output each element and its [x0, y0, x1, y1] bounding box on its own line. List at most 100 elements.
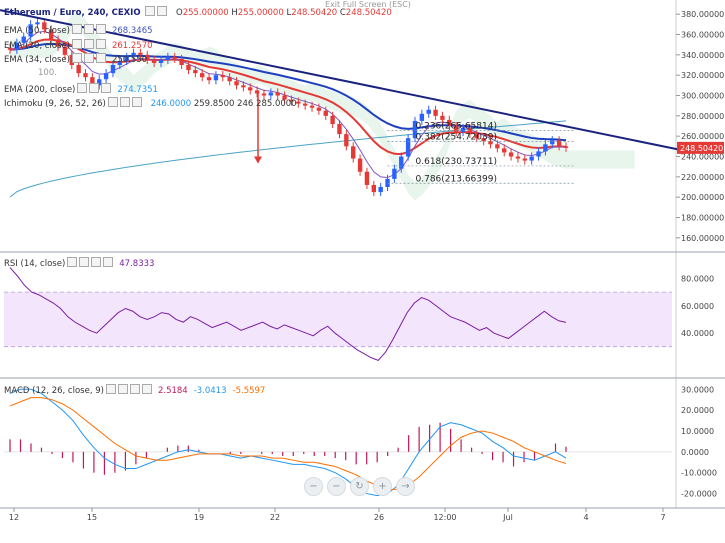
settings-icon[interactable] — [145, 6, 156, 16]
candle-body — [289, 99, 294, 102]
price-tick-label: 260.00000 — [681, 132, 724, 141]
macd-tick-label: 20.0000 — [681, 406, 714, 415]
legend-ema34[interactable]: EMA (34, close) 250.550 — [4, 53, 147, 65]
candle-body — [529, 156, 534, 161]
price-tick-label: 200.00000 — [681, 193, 724, 202]
ema200-value: 274.7351 — [117, 85, 158, 95]
candle-body — [227, 77, 232, 82]
candle-body — [62, 46, 68, 55]
candle-body — [536, 151, 541, 157]
price-tick-label: 360.00000 — [681, 31, 724, 40]
candle-body — [131, 52, 136, 57]
scroll-left-button[interactable]: − — [327, 477, 346, 496]
candle-body — [309, 105, 315, 108]
candle-body — [419, 113, 425, 121]
candle-body — [138, 52, 143, 55]
candle-body — [515, 156, 521, 159]
legend-ema50[interactable]: EMA (50, close) 268.3465 — [4, 24, 153, 36]
candle-body — [351, 146, 356, 159]
candle-body — [261, 93, 267, 96]
candle-body — [296, 101, 301, 104]
candle-body — [172, 56, 177, 59]
price-tick-label: 300.00000 — [681, 92, 724, 101]
rsi-tick-label: 40.0000 — [681, 329, 714, 338]
macd-line — [9, 388, 567, 497]
rsi-tick-label: 60.0000 — [681, 302, 714, 311]
time-axis[interactable]: 12 15 19 22 26 12:00 Jul 4 7 — [9, 508, 666, 522]
legend-macd[interactable]: MACD (12, 26, close, 9) 2.5184 -3.0413 -5.5… — [4, 384, 265, 396]
candle-body — [302, 103, 308, 106]
time-tick-label: 7 — [660, 513, 665, 522]
candle-body — [495, 144, 500, 149]
candle-body — [467, 128, 473, 135]
exit-fullscreen-link[interactable]: Exit Full Screen (ESC) — [325, 0, 411, 9]
legend-rsi[interactable]: RSI (14, close) 47.8333 — [4, 257, 154, 269]
macd-tick-label: -20.0000 — [681, 490, 717, 499]
price-tick-label: 320.00000 — [681, 71, 724, 80]
ema50-value: 268.3465 — [111, 26, 153, 36]
candle-body — [206, 77, 212, 81]
price-tick-label: 340.00000 — [681, 51, 724, 60]
rsi-pane[interactable]: 80.0000 60.0000 40.0000 — [4, 267, 714, 361]
tenkan-line — [9, 30, 567, 179]
time-tick-label: 4 — [583, 513, 588, 522]
zoom-in-button[interactable]: + — [373, 477, 392, 496]
legend-ema20[interactable]: EMA (20, close) 261.2570 — [4, 39, 153, 51]
legend-ema200[interactable]: EMA (200, close) 274.7351 — [4, 83, 158, 95]
open-label: O — [175, 8, 183, 18]
macd-tick-label: 0.0000 — [681, 448, 709, 457]
candle-body — [474, 134, 479, 139]
candle-body — [364, 171, 370, 185]
time-tick-label: Jul — [502, 513, 513, 522]
close-label: C — [339, 8, 346, 18]
legend-ichimoku[interactable]: Ichimoku (9, 26, 52, 26) 246.0000 259.85… — [4, 97, 297, 109]
candle-body — [447, 119, 452, 126]
time-tick-label: 26 — [374, 513, 384, 522]
price-axis[interactable]: 380.00000 360.00000 340.00000 320.00000 300.… — [676, 10, 724, 243]
zoom-out-button[interactable]: − — [304, 477, 323, 496]
reset-button[interactable]: ↻ — [350, 477, 369, 496]
candle-body — [76, 65, 81, 74]
ichimoku-chikou: 246 — [237, 99, 254, 109]
trendline — [0, 9, 679, 151]
ema20-label: EMA (20, close) — [4, 41, 70, 51]
candle-body — [440, 115, 445, 120]
candle-body — [158, 59, 164, 63]
candle-body — [337, 123, 342, 135]
candle-body — [268, 92, 274, 96]
ema34-label: EMA (34, close) — [4, 55, 70, 65]
candle-body — [453, 126, 459, 133]
candle-body — [371, 184, 377, 193]
candle-body — [213, 75, 219, 81]
rsi-band — [4, 292, 672, 347]
candle-body — [165, 56, 171, 60]
candle-body — [241, 85, 246, 88]
candle-body — [543, 144, 548, 152]
rsi-value: 47.8333 — [119, 259, 155, 269]
price-tick-label: 380.00000 — [681, 10, 724, 19]
open-value: 255.00000 — [182, 8, 229, 18]
macd-hist-value: 2.5184 — [157, 386, 188, 396]
chart-nav-controls: − − ↻ + → — [304, 477, 415, 496]
eye-icon[interactable] — [157, 6, 168, 16]
rsi-label: RSI (14, close) — [4, 259, 66, 269]
macd-signal-value: -5.5597 — [232, 386, 266, 396]
candle-body — [151, 59, 157, 63]
candle-body — [42, 22, 47, 30]
macd-pane[interactable]: 30.0000 20.0000 10.0000 0.0000 -10.0000 -20.0… — [4, 385, 717, 499]
fib-level-label: 0.786(213.66399) — [416, 174, 497, 184]
scroll-right-button[interactable]: → — [396, 477, 415, 496]
candle-body — [323, 110, 328, 116]
ema20-value: 261.2570 — [111, 41, 153, 51]
macd-label: MACD (12, 26, close, 9) — [4, 386, 104, 396]
ichimoku-extra-value: 100. — [38, 68, 57, 78]
macd-tick-label: 30.0000 — [681, 385, 714, 394]
fib-level-label: 0.618(230.73711) — [416, 157, 497, 167]
time-tick-label: 19 — [194, 513, 204, 522]
candle-body — [145, 54, 150, 60]
ichimoku-spanb: 285.0000 — [256, 99, 297, 109]
candle-body — [316, 107, 322, 111]
last-price-label: 248.50420 — [680, 144, 723, 153]
low-value: 248.50420 — [291, 8, 338, 18]
candle-body — [282, 95, 287, 100]
